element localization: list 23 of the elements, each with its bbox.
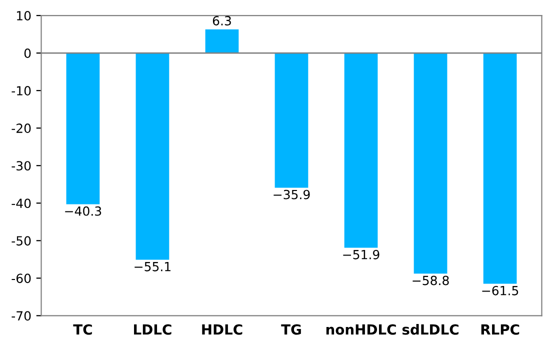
y-tick-label: -50 (12, 236, 31, 246)
x-tick-label: HDLC (202, 324, 242, 335)
data-label: 6.3 (212, 16, 231, 26)
x-tick-label: TC (73, 324, 92, 335)
data-label: −51.9 (343, 250, 380, 260)
x-tick-label: RLPC (481, 324, 520, 335)
data-label: −58.8 (412, 276, 449, 286)
y-tick-label: -40 (12, 198, 31, 208)
x-tick-label: nonHDLC (326, 324, 396, 335)
data-label: −55.1 (134, 262, 170, 272)
y-tick-label: -60 (12, 274, 31, 284)
y-tick-label: -70 (12, 311, 31, 321)
y-tick-label: 10 (16, 10, 31, 20)
data-label: −35.9 (274, 190, 310, 200)
x-tick-label: LDLC (134, 324, 172, 335)
y-tick-label: -30 (12, 161, 31, 171)
y-tick-label: -10 (12, 86, 31, 96)
x-tick-label: TG (281, 324, 301, 335)
y-tick-label: 0 (24, 48, 31, 58)
data-label: −40.3 (65, 206, 102, 216)
y-tick-label: -20 (12, 124, 31, 134)
data-label: −61.5 (482, 286, 518, 296)
x-tick-label: sdLDLC (402, 324, 458, 335)
